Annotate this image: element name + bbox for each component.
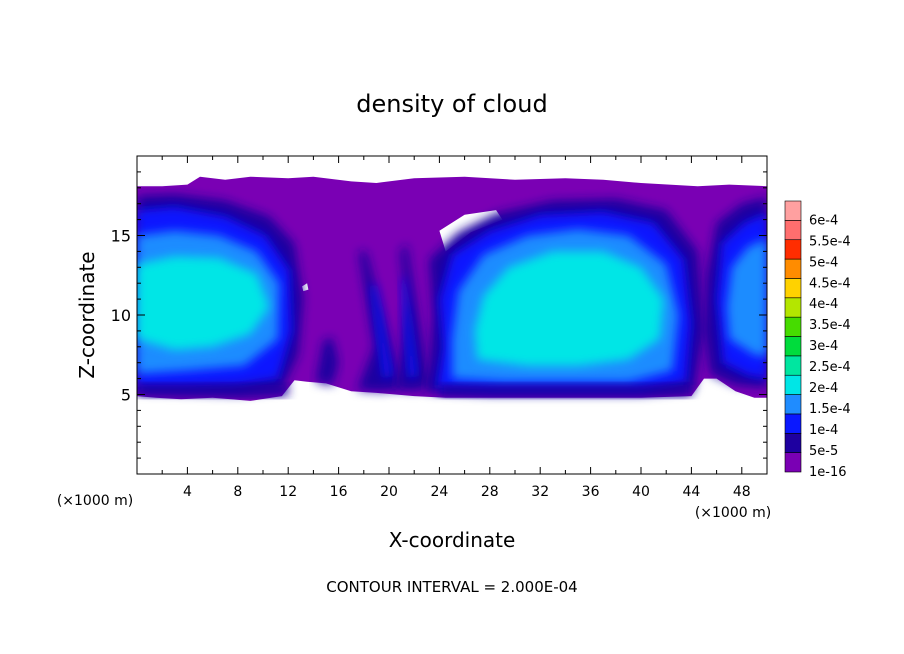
right-cell-layer: [474, 251, 664, 366]
cloud-base-rim: [439, 384, 692, 397]
updraft-core: [401, 275, 417, 379]
cloud-gap: [302, 283, 309, 292]
colorbar-label: 4e-4: [809, 297, 838, 312]
updraft-column: [315, 337, 339, 385]
x-tick-label: 28: [481, 484, 499, 500]
colorbar-label: 2.5e-4: [809, 360, 851, 375]
contour-interval-note: CONTOUR INTERVAL = 2.000E-04: [326, 578, 577, 596]
colorbar-swatch: [784, 297, 802, 318]
colorbar-swatch: [784, 355, 802, 376]
colorbar: 1e-16 5e-5 1e-4 1.5e-4 2e-4 2.5e-4 3e-4 3.5e-4 4…: [784, 200, 851, 480]
right-edge-layer: [726, 238, 767, 357]
colorbar-label: 6e-4: [809, 213, 838, 228]
y-axis-ticks: 5 10 15: [111, 171, 767, 459]
x-tick-label: 16: [330, 484, 348, 500]
colorbar-label: 5e-4: [809, 255, 838, 270]
colorbar-label: 1.5e-4: [809, 402, 851, 417]
x-tick-label: 36: [582, 484, 600, 500]
x-unit-label: (×1000 m): [695, 505, 771, 521]
colorbar-swatch: [784, 278, 802, 299]
colorbar-swatch: [784, 394, 802, 415]
y-tick-label: 15: [111, 227, 131, 246]
colorbar-label: 3e-4: [809, 339, 838, 354]
density-field: [137, 176, 767, 401]
colorbar-label: 1e-16: [809, 465, 847, 480]
x-tick-label: 40: [632, 484, 650, 500]
left-cell-layer: [137, 256, 270, 350]
x-tick-label: 48: [733, 484, 751, 500]
colorbar-label: 4.5e-4: [809, 276, 851, 291]
colorbar-label: 3.5e-4: [809, 318, 851, 333]
colorbar-swatch: [784, 200, 802, 221]
colorbar-swatch: [784, 432, 802, 453]
colorbar-label: 2e-4: [809, 381, 838, 396]
colorbar-label: 1e-4: [809, 423, 838, 438]
colorbar-swatch: [784, 452, 802, 473]
x-axis-label: X-coordinate: [389, 528, 516, 552]
colorbar-swatch: [784, 336, 802, 357]
y-tick-label: 5: [121, 386, 131, 405]
x-tick-label: 24: [430, 484, 448, 500]
colorbar-label: 5e-5: [809, 444, 838, 459]
x-tick-label: 4: [183, 484, 192, 500]
colorbar-label: 5.5e-4: [809, 234, 851, 249]
colorbar-swatch: [784, 316, 802, 337]
updraft-core: [371, 283, 392, 379]
x-tick-label: 44: [682, 484, 700, 500]
x-tick-label: 32: [531, 484, 549, 500]
x-tick-label: 20: [380, 484, 398, 500]
colorbar-swatch: [784, 239, 802, 260]
x-axis-ticks: 4 8 12 16 20 24 28 32 36 40 44 48: [161, 156, 751, 500]
y-axis-label: Z-coordinate: [75, 251, 99, 378]
x-tick-label: 8: [233, 484, 242, 500]
chart-title: density of cloud: [356, 90, 547, 118]
colorbar-swatch: [784, 374, 802, 395]
x-tick-label: 12: [279, 484, 297, 500]
cloud-base-rim: [137, 384, 289, 397]
y-tick-label: 10: [111, 306, 131, 325]
colorbar-swatch: [784, 413, 802, 434]
y-unit-label: (×1000 m): [57, 493, 133, 509]
colorbar-swatch: [784, 258, 802, 279]
colorbar-swatch: [784, 220, 802, 241]
